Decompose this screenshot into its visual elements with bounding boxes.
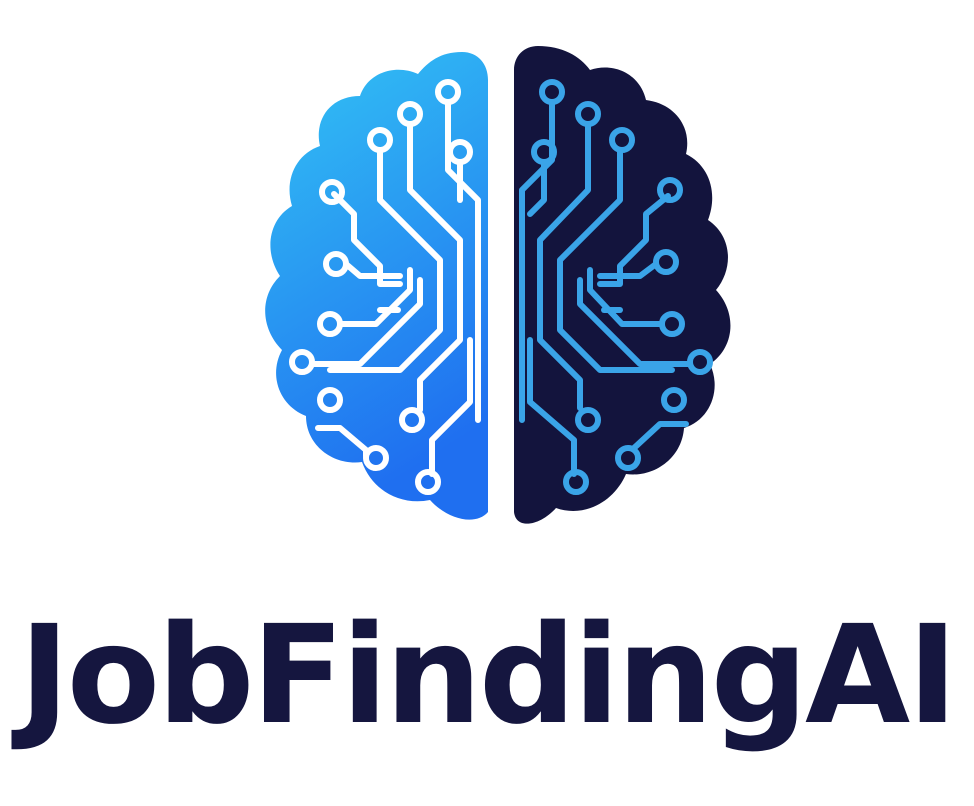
right-circuit-traces [519,99,693,477]
left-circuit-traces [309,99,481,477]
circuit-brain-icon [265,46,731,524]
left-circuit-nodes [289,79,473,495]
right-circuit-nodes [531,79,713,495]
brand-name: JobFindingAI [19,597,958,755]
brand-wordmark: JobFindingAI [0,600,974,800]
